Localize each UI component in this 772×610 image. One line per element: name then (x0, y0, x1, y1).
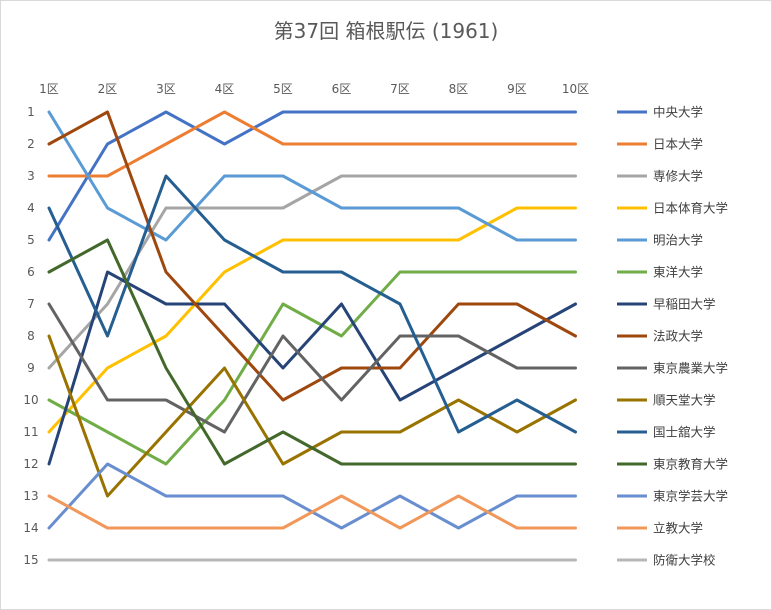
legend-label: 日本大学 (653, 137, 703, 152)
y-tick-label: 9 (27, 361, 35, 375)
y-tick-label: 15 (23, 553, 38, 567)
legend-label: 防衛大学校 (653, 553, 716, 568)
legend-label: 早稲田大学 (653, 297, 716, 312)
legend-label: 東京農業大学 (653, 361, 728, 376)
x-tick-label: 8区 (449, 82, 469, 96)
x-tick-label: 7区 (390, 82, 410, 96)
series-line-14 (47, 494, 577, 530)
legend-label: 東洋大学 (653, 265, 703, 280)
x-tick-label: 1区 (39, 82, 59, 96)
x-axis-ticks: 1区 2区 3区 4区 5区 6区 7区 8区 9区 10区 (39, 82, 589, 96)
y-tick-label: 3 (27, 169, 35, 183)
legend-label: 東京学芸大学 (653, 489, 728, 504)
y-tick-label: 13 (23, 489, 38, 503)
legend-label: 立教大学 (653, 521, 703, 536)
x-tick-label: 4区 (215, 82, 235, 96)
x-tick-label: 6区 (332, 82, 352, 96)
y-tick-label: 4 (27, 201, 35, 215)
y-tick-label: 5 (27, 233, 35, 247)
series-line-9 (47, 302, 577, 434)
legend-label: 明治大学 (653, 233, 703, 248)
legend: 中央大学日本大学専修大学日本体育大学明治大学東洋大学早稲田大学法政大学東京農業大… (617, 105, 728, 568)
x-tick-label: 5区 (273, 82, 293, 96)
y-tick-label: 7 (27, 297, 35, 311)
series-line-8 (47, 110, 577, 402)
y-tick-label: 1 (27, 105, 35, 119)
legend-label: 中央大学 (653, 105, 703, 120)
series-line-10 (47, 334, 577, 498)
x-tick-label: 2区 (98, 82, 118, 96)
legend-label: 国士舘大学 (653, 425, 716, 440)
chart-title: 第37回 箱根駅伝 (1961) (274, 19, 499, 43)
y-tick-label: 12 (23, 457, 38, 471)
series-lines (47, 110, 577, 562)
legend-label: 日本体育大学 (653, 201, 728, 216)
series-line-5 (47, 110, 577, 242)
y-tick-label: 11 (23, 425, 38, 439)
series-line-2 (47, 110, 577, 178)
legend-label: 専修大学 (653, 169, 703, 184)
y-tick-label: 8 (27, 329, 35, 343)
series-line-1 (47, 110, 577, 242)
series-line-6 (47, 270, 577, 466)
x-tick-label: 9区 (507, 82, 527, 96)
series-line-11 (47, 174, 577, 434)
y-tick-label: 14 (23, 521, 38, 535)
legend-label: 順天堂大学 (653, 393, 716, 408)
legend-label: 法政大学 (653, 329, 703, 344)
y-tick-label: 6 (27, 265, 35, 279)
legend-label: 東京教育大学 (653, 457, 728, 472)
x-tick-label: 3区 (156, 82, 176, 96)
series-line-12 (47, 238, 577, 466)
x-tick-label: 10区 (562, 82, 589, 96)
y-tick-label: 2 (27, 137, 35, 151)
y-tick-label: 10 (23, 393, 38, 407)
